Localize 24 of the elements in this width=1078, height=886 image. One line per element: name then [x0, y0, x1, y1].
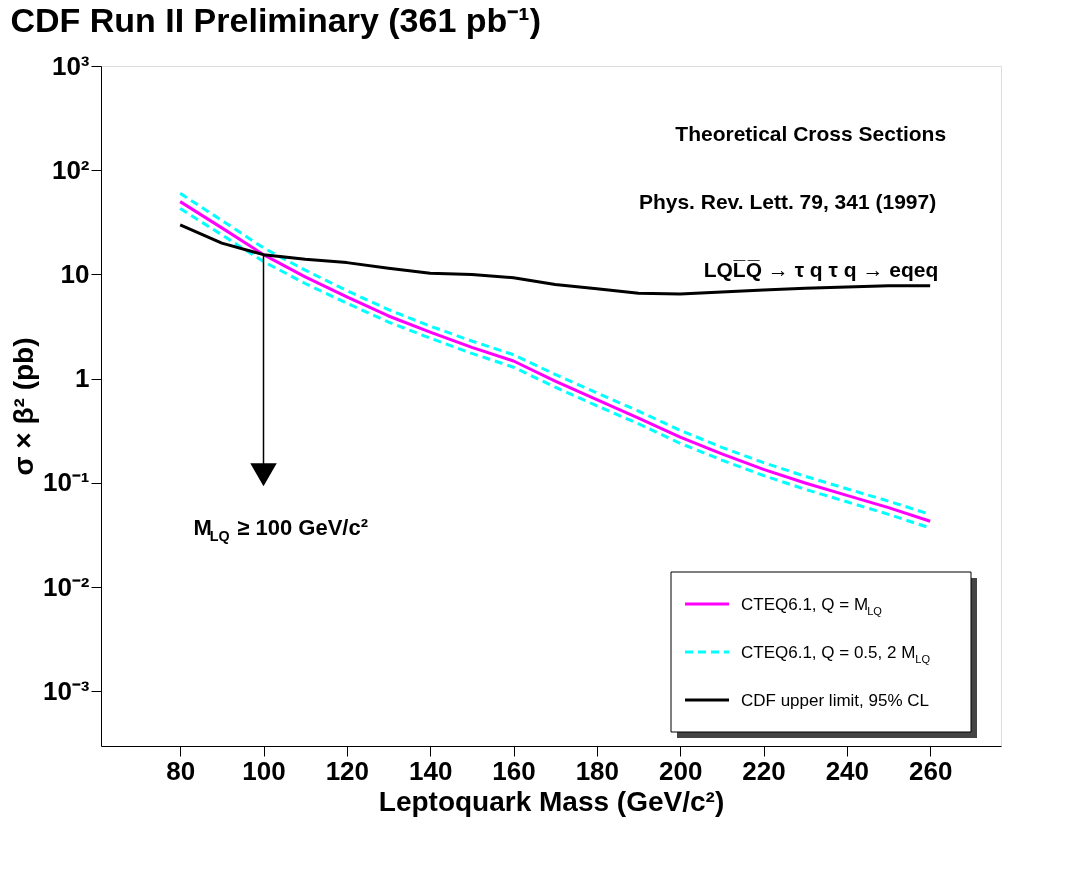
legend-label: CDF upper limit, 95% CL	[741, 691, 930, 710]
x-tick-label: 80	[166, 755, 196, 786]
y-tick-label: 10³	[51, 50, 90, 81]
x-tick-label: 140	[408, 755, 453, 786]
x-tick-label: 120	[325, 755, 370, 786]
x-tick-label: 220	[742, 755, 786, 786]
annotation: Theoretical Cross Sections	[675, 121, 947, 145]
annotation: Phys. Rev. Lett. 79, 341 (1997)	[638, 189, 937, 213]
annotation: LQL̅Q̅ → τ q τ q → eqeq	[703, 257, 939, 281]
y-axis-title: σ × β² (pb)	[7, 337, 39, 476]
y-tick-label: 10⁻³	[42, 675, 90, 706]
chart-title: CDF Run II Preliminary (361 pb⁻¹)	[10, 1, 541, 39]
y-tick-label: 10⁻¹	[42, 467, 90, 498]
x-tick-label: 240	[825, 755, 870, 786]
x-tick-label: 100	[242, 755, 286, 786]
x-tick-label: 180	[575, 755, 620, 786]
x-tick-label: 260	[908, 755, 953, 786]
x-axis-title: Leptoquark Mass (GeV/c²)	[378, 785, 725, 817]
x-tick-label: 160	[492, 755, 536, 786]
x-tick-label: 200	[658, 755, 703, 786]
y-tick-label: 1	[75, 363, 90, 394]
y-tick-label: 10⁻²	[42, 571, 90, 602]
y-tick-label: 10	[60, 259, 90, 289]
y-tick-label: 10²	[51, 154, 90, 185]
